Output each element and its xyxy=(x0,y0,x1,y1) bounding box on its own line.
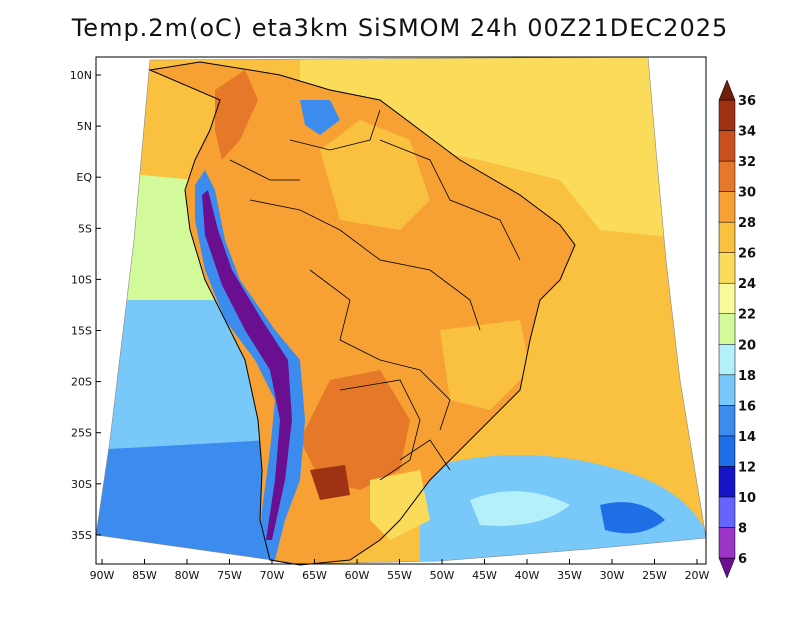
map-title: Temp.2m(oC) eta3km SiSMOM 24h 00Z21DEC20… xyxy=(71,14,729,42)
colorbar-swatch xyxy=(718,496,736,528)
lat-tick-label: 5S xyxy=(78,222,92,235)
colorbar-swatch xyxy=(718,313,736,345)
colorbar-swatch xyxy=(718,282,736,314)
colorbar-swatch xyxy=(718,221,736,253)
uruguay-mild-zone xyxy=(370,470,430,540)
lon-tick-label: 40W xyxy=(515,569,540,582)
north-atlantic-field xyxy=(300,57,700,240)
colorbar-swatch xyxy=(718,435,736,467)
lon-tick-label: 85W xyxy=(132,569,157,582)
colorbar-label: 22 xyxy=(738,308,756,323)
temperature-colorbar: 6 8 10 12 14 16 18 20 22 24 26 28 30 32 34 36 xyxy=(718,79,756,579)
lon-tick-label: 60W xyxy=(345,569,370,582)
lat-tick-label: 10N xyxy=(70,69,92,82)
longitude-axis: 90W 85W 80W 75W 70W 65W 60W 55W 50W 45W 40W 35W 30W 2… xyxy=(90,559,710,582)
lon-tick-label: 90W xyxy=(90,569,115,582)
map-frame xyxy=(95,56,707,565)
lat-tick-label: 35S xyxy=(71,529,92,542)
lon-tick-label: 50W xyxy=(430,569,455,582)
argentina-hot-spot xyxy=(310,465,350,500)
lat-tick-label: EQ xyxy=(76,171,92,184)
colorbar-swatch xyxy=(718,99,736,131)
south-atlantic-cold-patch xyxy=(600,502,665,534)
colorbar-label: 36 xyxy=(738,94,756,109)
northern-andes-warm xyxy=(215,70,258,160)
lon-tick-label: 45W xyxy=(472,569,497,582)
southeast-brazil-mild-zone xyxy=(440,320,530,410)
colorbar-swatch xyxy=(718,160,736,192)
colorbar-swatch xyxy=(718,466,736,498)
lat-tick-label: 10S xyxy=(71,273,92,286)
colorbar-swatch xyxy=(718,191,736,223)
colorbar-label: 32 xyxy=(738,155,756,170)
colorbar-swatch xyxy=(718,252,736,284)
lat-tick-label: 20S xyxy=(71,376,92,389)
lat-tick-label: 25S xyxy=(71,427,92,440)
lat-tick-label: 15S xyxy=(71,325,92,338)
colorbar-swatch xyxy=(718,344,736,376)
colorbar-swatch xyxy=(718,130,736,162)
colorbar-swatch xyxy=(718,405,736,437)
south-pacific-cold-field xyxy=(96,440,270,560)
colorbar-label: 6 xyxy=(738,552,747,567)
lon-tick-label: 25W xyxy=(642,569,667,582)
lon-tick-label: 80W xyxy=(175,569,200,582)
amazon-mild-zone xyxy=(320,120,430,230)
lon-tick-label: 55W xyxy=(387,569,412,582)
south-atlantic-cool-field xyxy=(420,455,706,564)
venezuela-highlands-cool xyxy=(300,100,340,135)
lon-tick-label: 20W xyxy=(685,569,710,582)
country-borders xyxy=(229,109,521,481)
colorbar-label: 8 xyxy=(738,521,747,536)
south-america-land xyxy=(150,62,575,564)
colorbar-label: 24 xyxy=(738,277,756,292)
colorbar-swatch xyxy=(718,79,736,101)
lon-tick-label: 70W xyxy=(260,569,285,582)
colorbar-label: 28 xyxy=(738,216,756,231)
lon-tick-label: 75W xyxy=(217,569,242,582)
colorbar-swatch xyxy=(718,527,736,559)
colorbar-swatch xyxy=(718,374,736,406)
colorbar-label: 30 xyxy=(738,186,756,201)
domain-outline xyxy=(95,56,707,565)
colorbar-label: 18 xyxy=(738,369,756,384)
lon-tick-label: 30W xyxy=(600,569,625,582)
coastline xyxy=(148,61,576,566)
colorbar-swatch xyxy=(718,557,736,579)
latitude-axis: 10N 5N EQ 5S 10S 15S 20S 25S 30S 35S xyxy=(70,69,101,542)
colorbar-label: 14 xyxy=(738,430,756,445)
andes-cold-band xyxy=(202,190,292,540)
lat-tick-label: 5N xyxy=(77,120,92,133)
colorbar-label: 12 xyxy=(738,460,756,475)
colorbar-label: 34 xyxy=(738,125,756,140)
colorbar-label: 16 xyxy=(738,399,756,414)
south-atlantic-light-patch xyxy=(470,491,570,526)
colorbar-label: 10 xyxy=(738,491,756,506)
colorbar-label: 26 xyxy=(738,247,756,262)
lat-tick-label: 30S xyxy=(71,478,92,491)
lon-tick-label: 35W xyxy=(557,569,582,582)
lon-tick-label: 65W xyxy=(302,569,327,582)
paraguay-warm-zone xyxy=(300,370,410,490)
colorbar-label: 20 xyxy=(738,338,756,353)
